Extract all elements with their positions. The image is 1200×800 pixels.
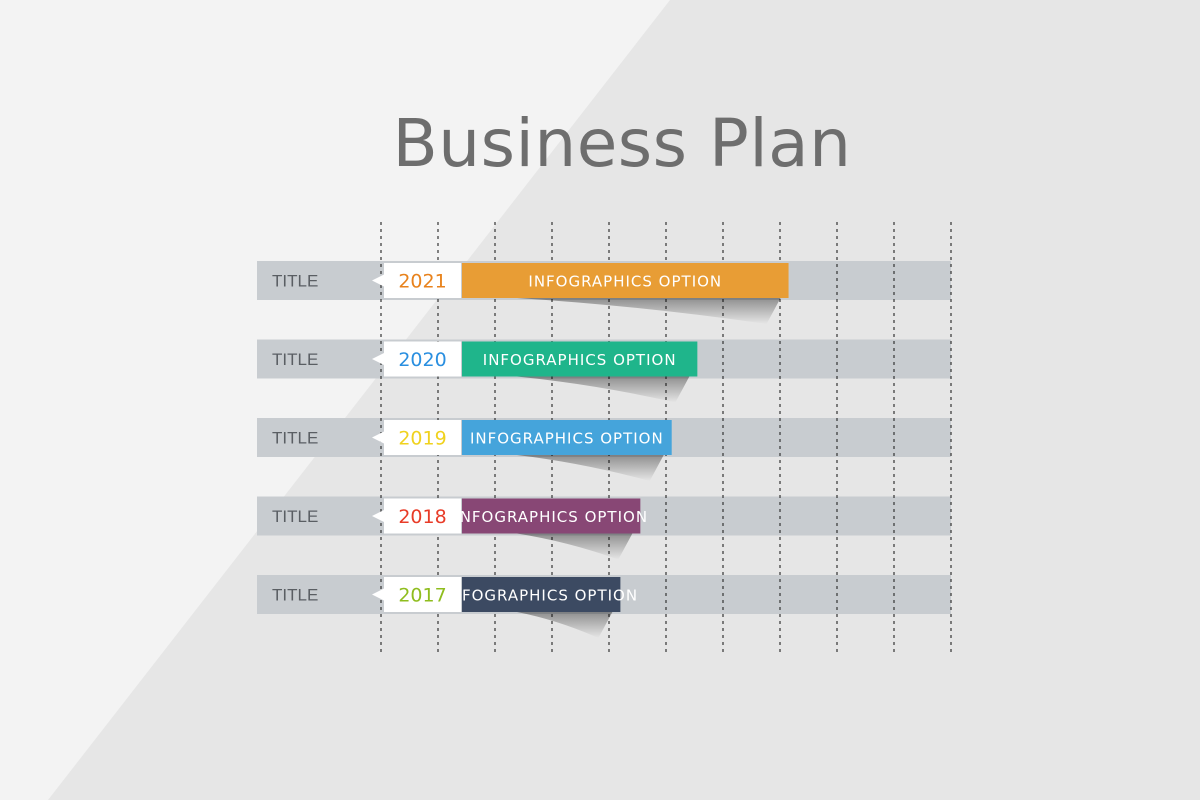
- bar: [462, 498, 641, 534]
- year-callout: [372, 420, 461, 455]
- bar-shadow: [517, 612, 613, 638]
- bar: [462, 420, 672, 455]
- row-title: TITLE: [272, 350, 318, 369]
- timeline-row: TITLE 2021 INFOGRAPHICS OPTION: [272, 263, 789, 324]
- bar-label: INFOGRAPHICS OPTION: [470, 430, 664, 448]
- timeline-row: TITLE 2019 INFOGRAPHICS OPTION: [272, 420, 672, 481]
- bar-label: INFOGRAPHICS OPTION: [454, 508, 648, 526]
- bar: [462, 263, 789, 298]
- bar-shadow: [517, 298, 781, 324]
- bar-label: INFOGRAPHICS OPTION: [444, 587, 638, 605]
- timeline-row: TITLE 2020 INFOGRAPHICS OPTION: [272, 341, 698, 403]
- row-title: TITLE: [272, 272, 318, 291]
- background-light-diagonal: [0, 0, 670, 800]
- year-label: 2020: [398, 349, 446, 371]
- row-title: TITLE: [272, 507, 318, 526]
- page-title: Business Plan: [392, 105, 852, 182]
- year-label: 2019: [398, 428, 446, 450]
- row-title: TITLE: [272, 586, 318, 605]
- timeline-row: TITLE 2018 INFOGRAPHICS OPTION: [272, 498, 648, 560]
- year-label: 2017: [398, 585, 446, 607]
- bar-shadow: [517, 376, 690, 403]
- bar-label: INFOGRAPHICS OPTION: [483, 351, 677, 369]
- year-callout: [372, 263, 461, 298]
- bar-shadow: [517, 455, 664, 481]
- bar: [462, 577, 621, 612]
- bar: [462, 341, 698, 377]
- year-callout: [372, 577, 461, 612]
- year-callout: [372, 498, 461, 534]
- bar-shadow: [517, 533, 633, 560]
- bar-label: INFOGRAPHICS OPTION: [528, 273, 722, 291]
- year-label: 2018: [398, 506, 446, 528]
- row-title: TITLE: [272, 429, 318, 448]
- year-label: 2021: [398, 271, 446, 293]
- year-callout: [372, 341, 461, 377]
